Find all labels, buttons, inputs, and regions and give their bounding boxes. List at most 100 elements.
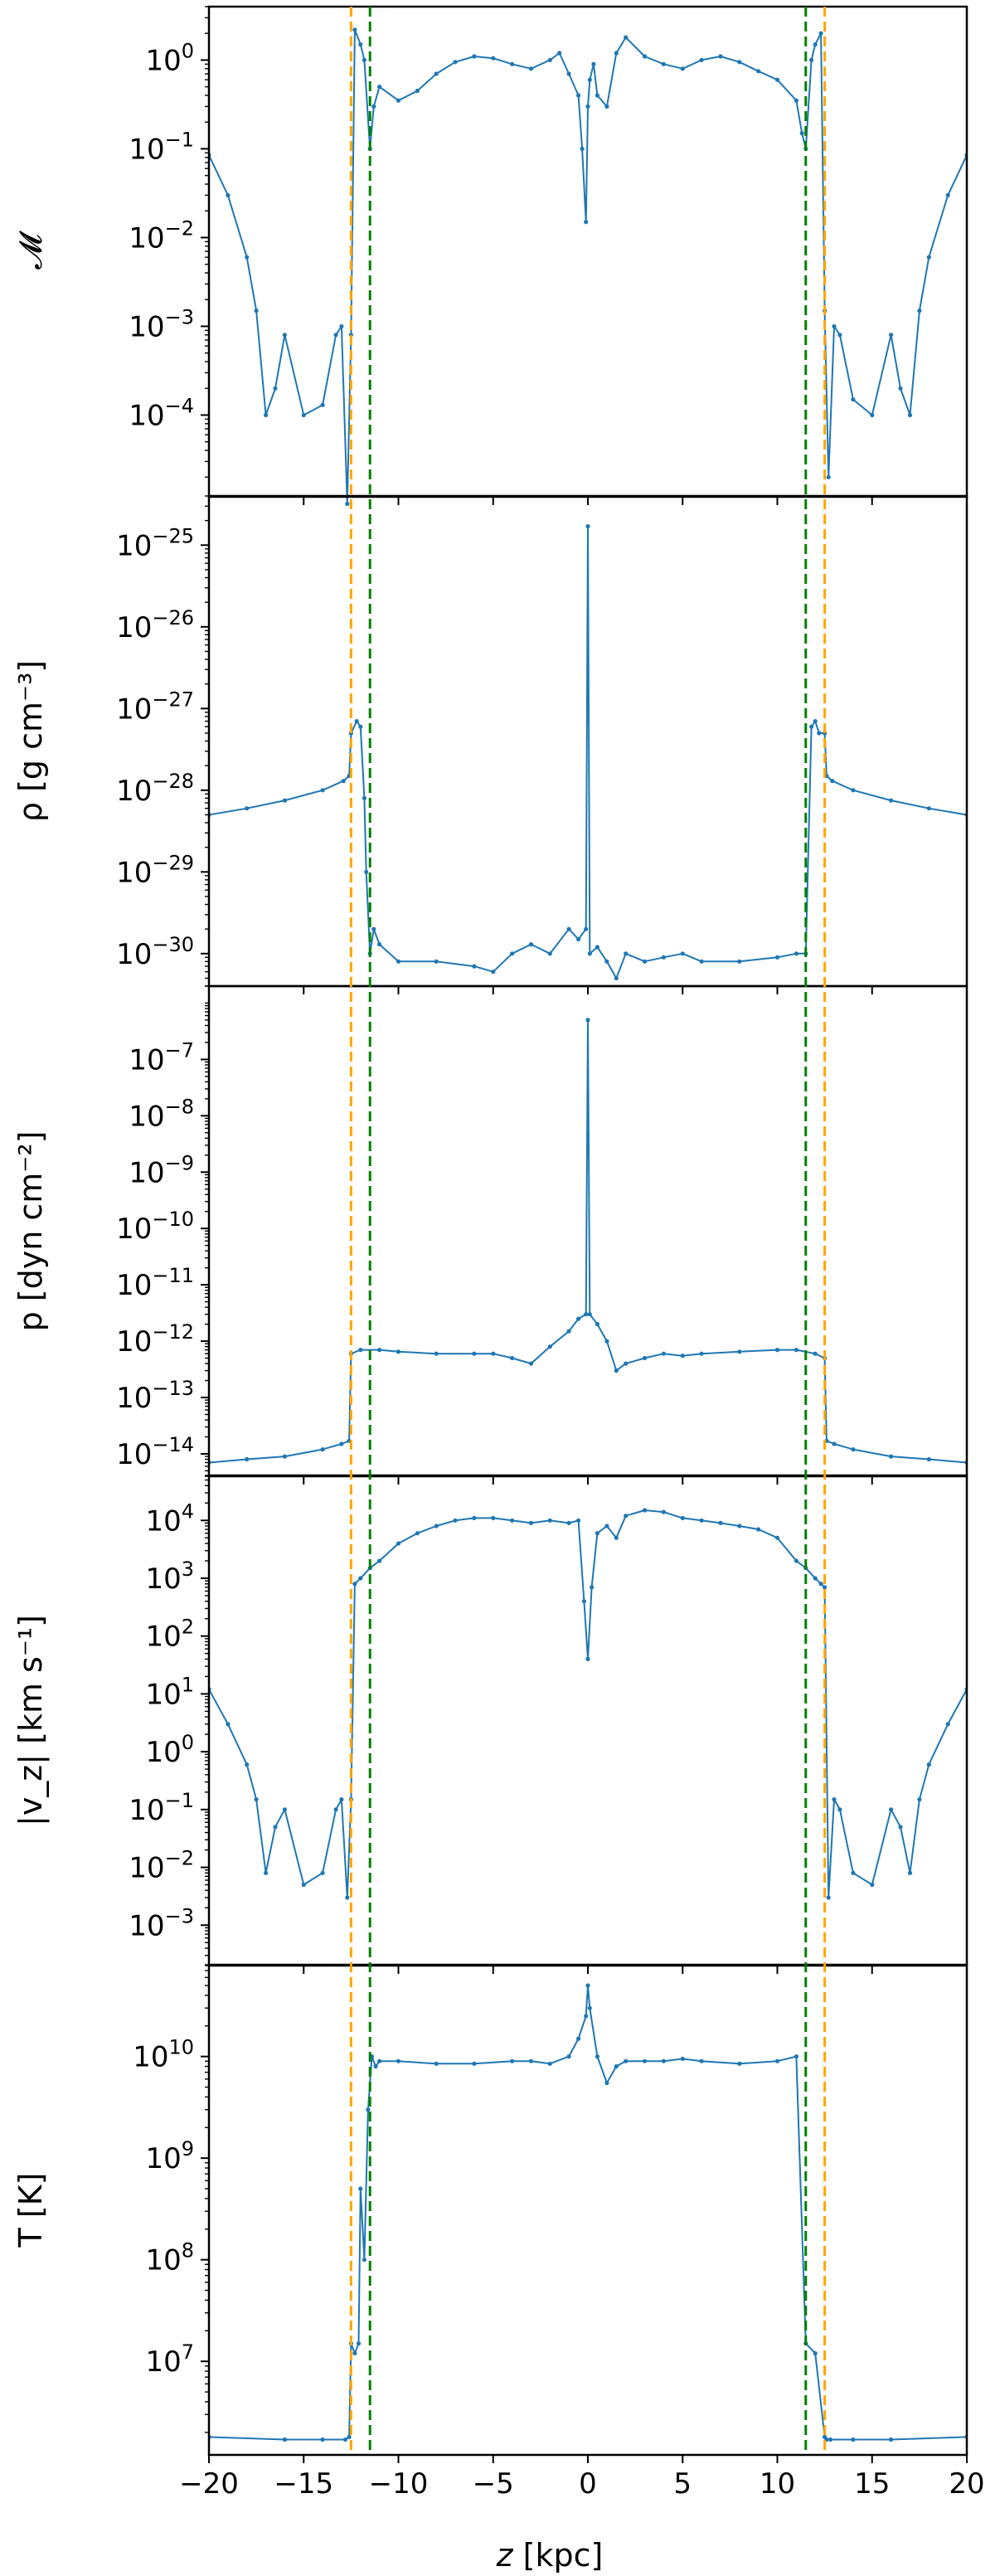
data-point-3-32 (604, 1524, 609, 1529)
data-point-1-7 (354, 719, 359, 724)
data-point-3-30 (590, 1585, 595, 1590)
data-point-0-40 (642, 54, 648, 59)
y-tick-label-3-2: 102 (145, 1616, 194, 1654)
data-point-3-20 (453, 1518, 458, 1523)
series-line-1 (209, 525, 967, 979)
data-point-2-36 (851, 1447, 856, 1452)
y-tick-label-2-2: 10−9 (129, 1151, 194, 1189)
y-tick-label-1-5: 10−30 (116, 933, 194, 971)
y-axis-label-2: p [dyn cm⁻²] (12, 1131, 49, 1332)
data-point-2-35 (832, 1441, 837, 1446)
data-point-3-36 (661, 1509, 667, 1514)
data-point-2-25 (642, 1355, 648, 1361)
data-point-0-3 (254, 309, 259, 313)
data-point-4-31 (680, 2056, 685, 2061)
data-point-0-44 (718, 54, 723, 59)
y-tick-label-3-6: 10−2 (129, 1847, 194, 1885)
data-point-2-31 (794, 1348, 799, 1353)
data-point-3-18 (415, 1531, 420, 1536)
data-point-1-17 (491, 970, 496, 975)
data-point-4-25 (595, 2054, 600, 2059)
data-point-1-15 (434, 959, 439, 964)
data-point-3-25 (547, 1518, 552, 1523)
data-point-2-22 (604, 1339, 609, 1344)
data-point-0-5 (273, 386, 278, 391)
data-point-0-37 (604, 104, 609, 109)
panels-layer: 10010−110−210−310−4𝓜10−2510−2610−2710−28… (12, 5, 985, 2501)
data-point-3-13 (352, 1582, 357, 1587)
panel-frame-3 (207, 1474, 968, 1967)
data-point-3-55 (907, 1870, 913, 1875)
data-point-3-45 (813, 1576, 818, 1581)
data-point-2-3 (320, 1447, 325, 1452)
data-point-4-23 (585, 1983, 590, 1988)
y-tick-label-4-3: 107 (145, 2340, 194, 2379)
data-point-1-35 (774, 955, 780, 960)
data-point-2-38 (926, 1456, 931, 1462)
data-point-4-1 (282, 2437, 287, 2442)
data-point-0-45 (737, 60, 742, 65)
y-tick-label-2-0: 10−7 (129, 1038, 194, 1077)
data-point-1-22 (576, 936, 581, 942)
data-point-1-31 (661, 955, 667, 960)
data-point-3-16 (377, 1558, 382, 1563)
x-tick-label-7: 15 (854, 2467, 890, 2501)
data-point-0-13 (352, 27, 357, 32)
data-point-3-11 (345, 1895, 350, 1900)
data-point-3-14 (358, 1576, 363, 1581)
data-point-3-34 (624, 1514, 629, 1519)
data-point-1-30 (642, 959, 648, 964)
data-point-2-4 (339, 1441, 344, 1446)
data-point-3-51 (851, 1870, 856, 1875)
data-point-4-22 (584, 2014, 589, 2019)
data-point-4-6 (352, 2350, 357, 2356)
data-point-2-8 (377, 1348, 382, 1353)
data-point-0-64 (926, 255, 931, 260)
y-tick-label-1-4: 10−29 (116, 851, 194, 889)
data-point-2-28 (699, 1351, 704, 1356)
data-point-2-26 (661, 1351, 667, 1356)
data-point-2-24 (624, 1361, 629, 1366)
x-axis-label-var: z (496, 2537, 514, 2574)
data-point-4-2 (320, 2437, 325, 2442)
data-point-0-60 (889, 333, 894, 338)
data-point-1-12 (371, 926, 376, 931)
x-axis-label-unit: [kpc] (513, 2537, 604, 2574)
y-tick-label-0-2: 10−2 (129, 216, 194, 255)
data-point-0-18 (377, 85, 382, 90)
data-point-0-11 (345, 501, 350, 507)
y-axis-label-1: ρ [g cm⁻³] (12, 660, 49, 822)
data-point-4-13 (377, 2058, 382, 2063)
panel-frame-4 (207, 1963, 968, 2457)
data-point-1-34 (737, 959, 742, 964)
y-tick-label-0-1: 10−1 (129, 128, 194, 166)
data-point-4-35 (794, 2054, 799, 2059)
data-point-0-23 (472, 54, 477, 59)
y-tick-label-4-1: 109 (145, 2137, 194, 2175)
data-point-1-18 (510, 951, 515, 956)
data-point-3-4 (264, 1870, 269, 1875)
y-tick-label-3-5: 10−1 (129, 1789, 194, 1827)
data-point-3-43 (794, 1558, 799, 1563)
data-point-1-27 (604, 959, 609, 964)
data-point-0-29 (566, 71, 571, 76)
data-point-0-55 (826, 474, 831, 479)
x-tick-label-5: 5 (673, 2467, 692, 2501)
data-point-1-8 (358, 724, 363, 729)
data-point-0-39 (624, 35, 629, 40)
data-point-0-62 (907, 412, 913, 418)
data-point-3-52 (870, 1882, 875, 1888)
data-point-1-2 (282, 798, 287, 803)
data-point-0-8 (320, 402, 325, 407)
data-point-2-29 (737, 1349, 742, 1354)
data-point-1-43 (830, 779, 835, 784)
data-point-4-12 (373, 2063, 378, 2069)
data-point-4-15 (434, 2061, 439, 2066)
data-point-3-58 (945, 1722, 950, 1727)
data-point-0-34 (587, 77, 592, 82)
data-point-0-20 (415, 88, 420, 94)
series-line-2 (209, 1018, 967, 1464)
series-line-3 (209, 1509, 967, 1898)
data-point-3-24 (528, 1520, 534, 1525)
